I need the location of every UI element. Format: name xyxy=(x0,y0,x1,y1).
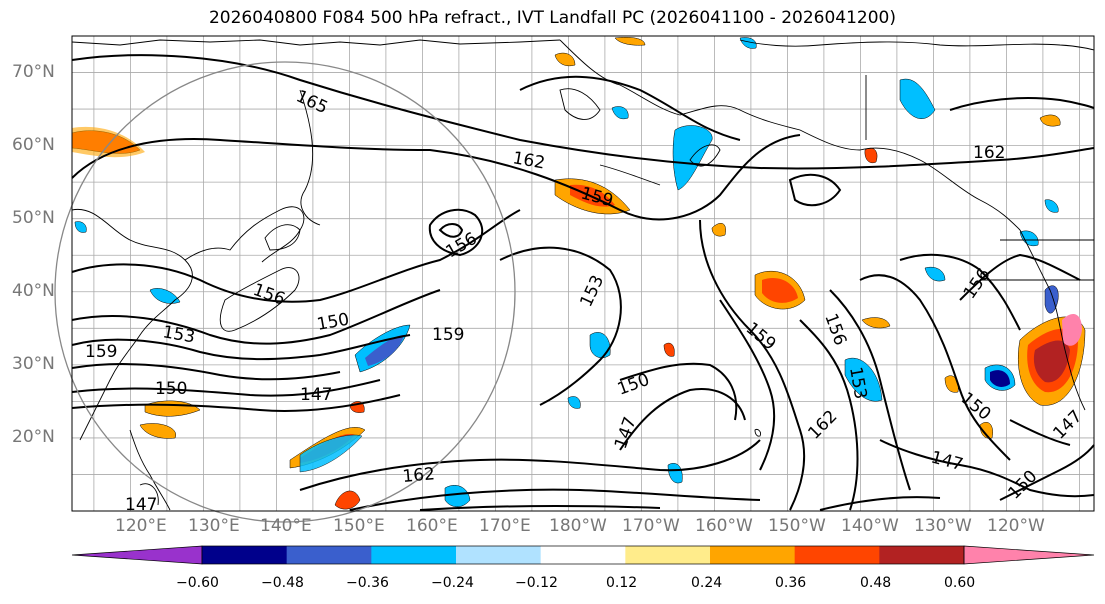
lon-label: 170°W xyxy=(622,516,680,536)
landfall-radius-circle xyxy=(54,61,516,523)
lon-label: 130°W xyxy=(914,516,972,536)
lon-label: 160°W xyxy=(695,516,753,536)
lon-label: 140°W xyxy=(841,516,899,536)
colorbar-tick: 0.48 xyxy=(860,575,892,591)
colorbar-segment xyxy=(540,546,626,564)
colorbar-tick: −0.12 xyxy=(515,575,558,591)
contour-label: 159 xyxy=(432,325,464,345)
lon-label: 170°E xyxy=(479,516,531,536)
lon-label: 120°W xyxy=(987,516,1045,536)
colorbar-segment xyxy=(286,546,372,564)
map-title: 2026040800 F084 500 hPa refract., IVT La… xyxy=(208,8,896,28)
contour-label: 147 xyxy=(300,385,332,405)
colorbar-segment xyxy=(963,545,1095,565)
colorbar-tick: −0.48 xyxy=(261,575,304,591)
lat-label-40n: 40°N xyxy=(12,281,55,301)
colorbar-tick: 0.60 xyxy=(944,575,976,591)
colorbar-segment xyxy=(879,546,965,564)
lat-label-30n: 30°N xyxy=(12,354,55,374)
lat-label-60n: 60°N xyxy=(12,135,55,155)
lon-label: 150°E xyxy=(333,516,385,536)
colorbar-tick: 0.24 xyxy=(691,575,723,591)
contour-label: 159 xyxy=(85,342,117,362)
colorbar-segment xyxy=(710,546,796,564)
lat-label-50n: 50°N xyxy=(12,208,55,228)
lon-label: 130°E xyxy=(188,516,240,536)
colorbar-segment xyxy=(456,546,542,564)
contour-label: 150 xyxy=(155,379,187,399)
colorbar-border xyxy=(201,545,965,565)
refractivity-contours xyxy=(71,54,1095,511)
contour-label: 147 xyxy=(125,495,157,515)
lat-label-20n: 20°N xyxy=(12,427,55,447)
colorbar xyxy=(71,545,1095,565)
lat-label-70n: 70°N xyxy=(12,62,55,82)
lon-label: 120°E xyxy=(115,516,167,536)
colorbar-segment xyxy=(202,546,288,564)
lon-label: 180°W xyxy=(549,516,607,536)
lon-label: 160°E xyxy=(406,516,458,536)
contour-label: 162 xyxy=(402,464,436,487)
colorbar-segment xyxy=(71,545,203,565)
colorbar-tick: −0.60 xyxy=(176,575,219,591)
colorbar-segment xyxy=(794,546,880,564)
lon-label: 140°E xyxy=(260,516,312,536)
colorbar-tick: −0.36 xyxy=(346,575,389,591)
colorbar-segment xyxy=(625,546,711,564)
map-border xyxy=(71,35,1095,512)
colorbar-tick: −0.24 xyxy=(431,575,474,591)
graticule xyxy=(72,36,1094,511)
colorbar-segment xyxy=(371,546,457,564)
colorbar-tick: 0.12 xyxy=(606,575,638,591)
lon-label: 150°W xyxy=(768,516,826,536)
contour-label: 162 xyxy=(973,143,1005,163)
colorbar-tick: 0.36 xyxy=(775,575,807,591)
